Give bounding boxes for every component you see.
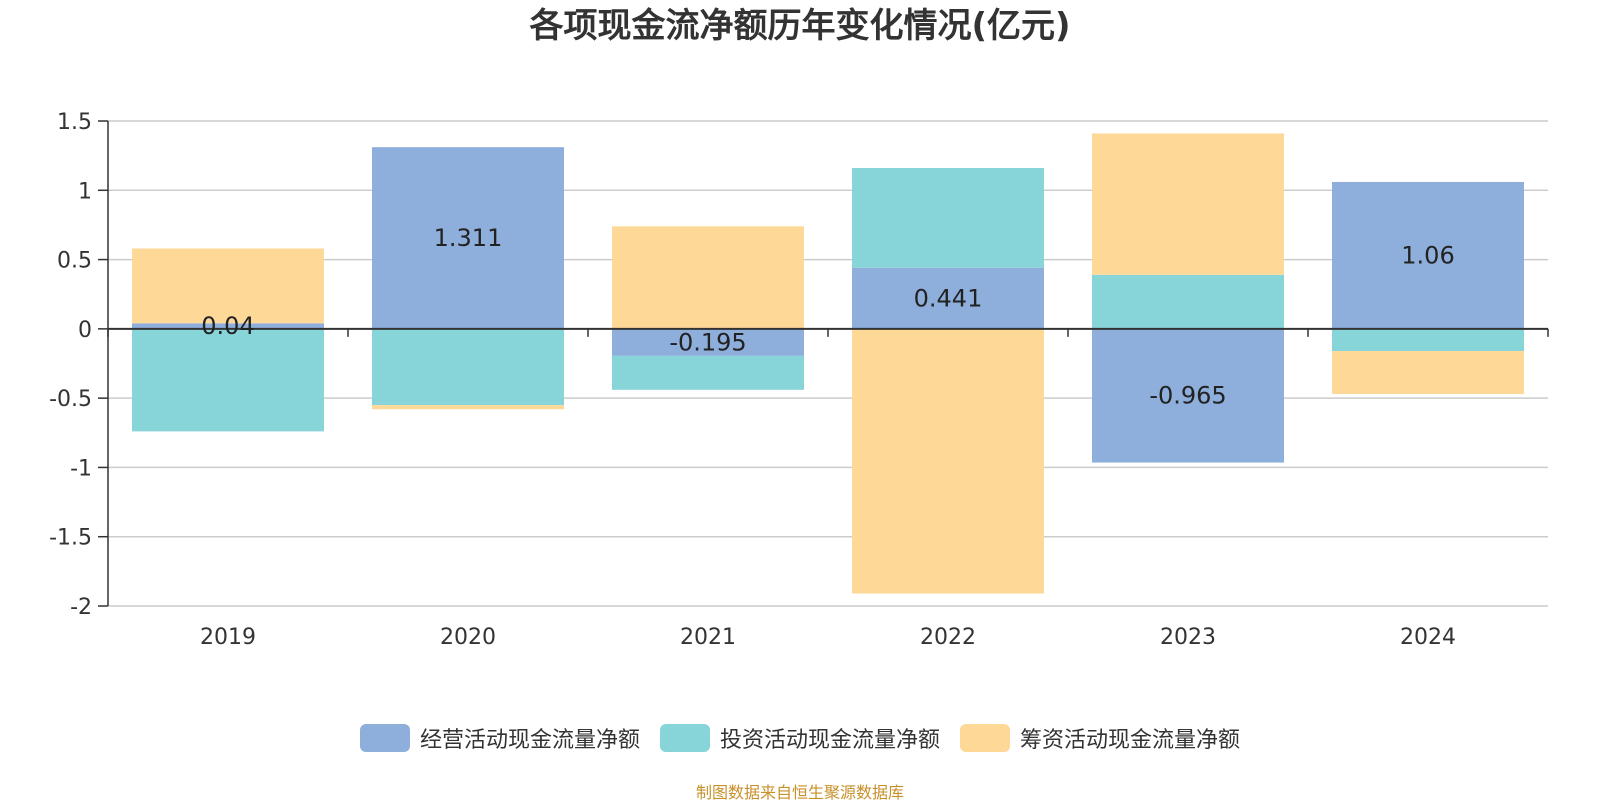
bar-financing bbox=[132, 248, 324, 324]
x-tick-label: 2020 bbox=[440, 625, 496, 650]
x-tick-label: 2019 bbox=[200, 625, 256, 650]
legend-label-investing: 投资活动现金流量净额 bbox=[719, 728, 940, 753]
y-tick-label: 0.5 bbox=[57, 249, 92, 274]
x-tick-label: 2021 bbox=[680, 625, 736, 650]
bar-investing bbox=[372, 328, 564, 406]
bar-investing bbox=[852, 167, 1044, 268]
y-tick-label: -0.5 bbox=[49, 387, 92, 412]
chart-title: 各项现金流净额历年变化情况(亿元) bbox=[529, 6, 1071, 46]
legend-swatch-financing bbox=[960, 724, 1010, 752]
legend-item-operating[interactable]: 经营活动现金流量净额 bbox=[359, 722, 640, 754]
bar-group bbox=[132, 133, 1524, 594]
y-tick-label: -1.5 bbox=[49, 526, 92, 551]
bar-operating bbox=[852, 267, 1044, 329]
legend-swatch-operating bbox=[359, 724, 410, 752]
data-label: -0.965 bbox=[1149, 382, 1226, 410]
legend-item-investing[interactable]: 投资活动现金流量净额 bbox=[659, 722, 940, 754]
bar-financing bbox=[852, 328, 1044, 594]
data-label: 1.06 bbox=[1401, 241, 1454, 269]
bar-operating bbox=[372, 147, 564, 329]
legend-item-financing[interactable]: 筹资活动现金流量净额 bbox=[960, 722, 1240, 754]
legend-label-operating: 经营活动现金流量净额 bbox=[419, 728, 640, 753]
bar-chart: 1.5 1 0.5 0 -0.5 -1 -1.5 -2 2019 2020 2021 2022 2023… bbox=[49, 110, 1549, 650]
data-label: 1.311 bbox=[434, 224, 503, 252]
legend-swatch-investing bbox=[659, 724, 710, 752]
source-note: 制图数据来自恒生聚源数据库 bbox=[695, 783, 904, 800]
bar-investing bbox=[1332, 328, 1524, 352]
bar-operating bbox=[132, 323, 324, 329]
bar-operating bbox=[1332, 181, 1524, 329]
y-tick-label: 1.5 bbox=[57, 110, 92, 135]
bar-financing bbox=[612, 226, 804, 329]
bar-investing bbox=[1092, 274, 1284, 329]
y-tick-label: -2 bbox=[70, 595, 92, 620]
bar-financing bbox=[1092, 133, 1284, 275]
bar-operating bbox=[1092, 328, 1284, 463]
data-label: 0.04 bbox=[201, 312, 254, 340]
bar-investing bbox=[612, 355, 804, 390]
bar-financing bbox=[372, 405, 564, 410]
x-tick-label: 2022 bbox=[920, 625, 976, 650]
y-tick-label: -1 bbox=[70, 456, 92, 481]
y-tick-label: 1 bbox=[78, 179, 92, 204]
bar-operating bbox=[612, 328, 804, 356]
data-label: -0.195 bbox=[669, 328, 746, 356]
axes: 1.5 1 0.5 0 -0.5 -1 -1.5 -2 2019 2020 2021 2022 2023… bbox=[49, 110, 1549, 650]
bar-investing bbox=[132, 328, 324, 432]
grid-lines bbox=[108, 120, 1548, 607]
bar-financing bbox=[1332, 351, 1524, 394]
legend-label-financing: 筹资活动现金流量净额 bbox=[1020, 728, 1241, 753]
y-tick-label: 0 bbox=[78, 318, 92, 343]
x-tick-label: 2023 bbox=[1160, 625, 1216, 650]
legend: 经营活动现金流量净额 投资活动现金流量净额 筹资活动现金流量净额 bbox=[0, 722, 1600, 754]
data-labels: 0.04 1.311 -0.195 0.441 -0.965 1.06 bbox=[201, 224, 1454, 410]
data-label: 0.441 bbox=[914, 284, 983, 312]
x-tick-label: 2024 bbox=[1400, 625, 1456, 650]
